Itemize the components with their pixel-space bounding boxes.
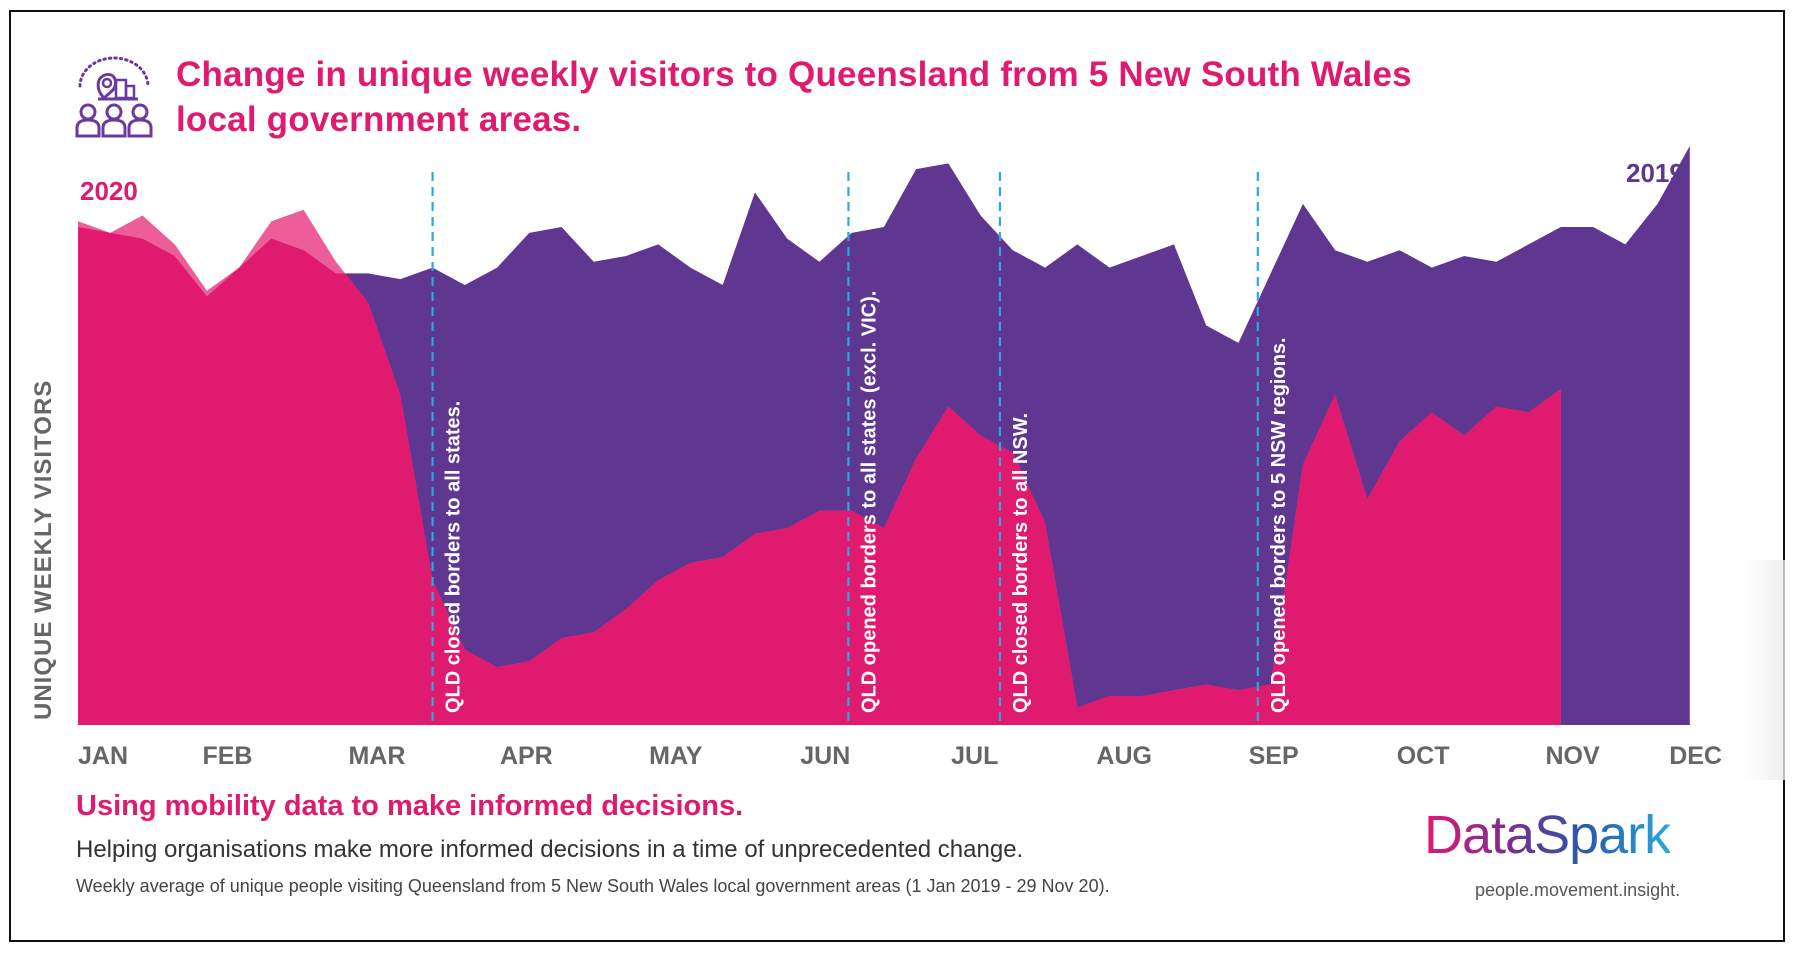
x-tick-label-jul: JUL — [951, 742, 998, 770]
brand-tagline: people.movement.insight. — [1475, 880, 1681, 900]
footer-subtitle: Helping organisations make more informed… — [76, 836, 1024, 863]
series-label-2020: 2020 — [80, 176, 138, 206]
y-axis-label: UNIQUE WEEKLY VISITORS — [30, 379, 57, 720]
visitors-location-icon — [75, 56, 153, 138]
chart-title: Change in unique weekly visitors to Quee… — [176, 52, 1576, 142]
event-label-1: QLD opened borders to all states (excl. … — [858, 291, 880, 713]
x-tick-label-oct: OCT — [1397, 742, 1450, 770]
brand-logo: DataSpark — [1424, 805, 1671, 865]
x-tick-label-jun: JUN — [800, 742, 850, 770]
series-label-2019: 2019 — [1626, 158, 1684, 188]
footer-headline: Using mobility data to make informed dec… — [76, 790, 744, 822]
title-line-2: local government areas. — [176, 100, 582, 139]
x-tick-label-dec: DEC — [1669, 742, 1722, 770]
footer-note: Weekly average of unique people visiting… — [76, 876, 1110, 896]
x-tick-label-jan: JAN — [78, 742, 128, 770]
x-tick-label-may: MAY — [649, 742, 703, 770]
x-tick-label-apr: APR — [500, 742, 553, 770]
x-tick-label-nov: NOV — [1545, 742, 1600, 770]
x-tick-label-sep: SEP — [1249, 742, 1299, 770]
x-tick-label-aug: AUG — [1096, 742, 1152, 770]
x-tick-label-feb: FEB — [202, 742, 252, 770]
side-shade — [1745, 560, 1785, 780]
area-series-2020 — [78, 209, 1561, 725]
event-label-2: QLD closed borders to all NSW. — [1010, 413, 1032, 713]
event-label-3: QLD opened borders to 5 NSW regions. — [1268, 337, 1290, 713]
event-label-0: QLD closed borders to all states. — [443, 401, 465, 713]
x-tick-label-mar: MAR — [348, 742, 405, 770]
title-line-1: Change in unique weekly visitors to Quee… — [176, 55, 1412, 94]
